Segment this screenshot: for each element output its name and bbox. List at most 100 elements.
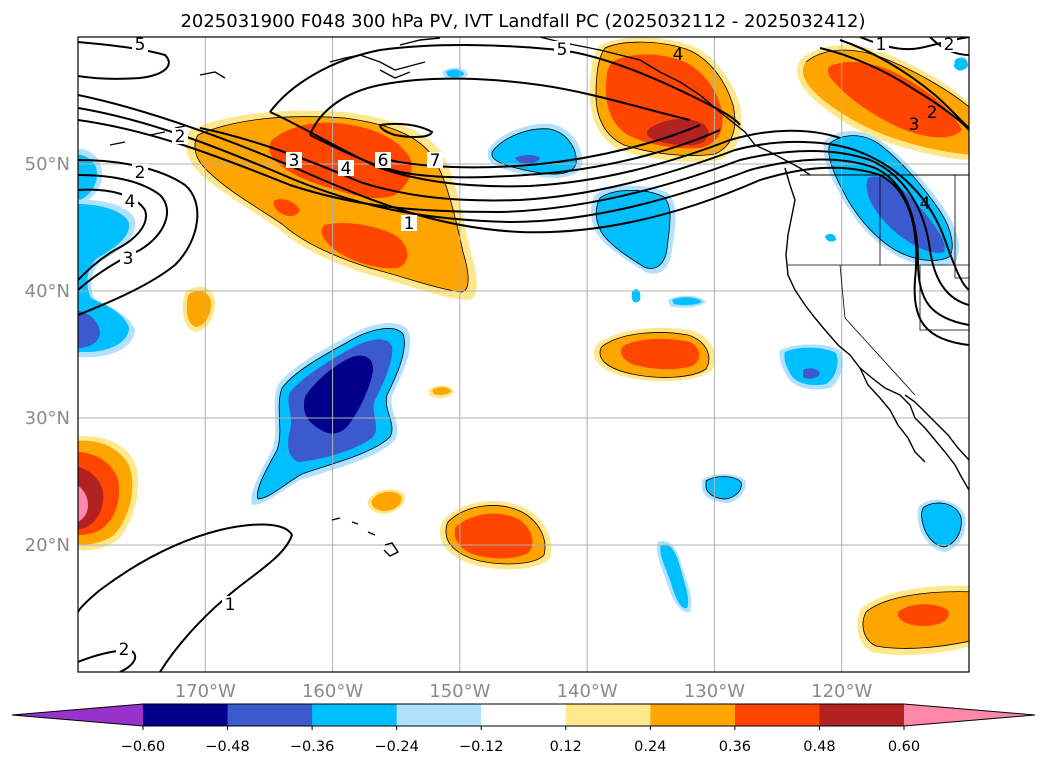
outline-135w	[599, 332, 710, 378]
pv-contour-5-top	[78, 41, 170, 80]
map-content: 5 2 2 3 4 6 7 1 4 3 5 4 4 2 3	[70, 35, 969, 672]
pv-contour-7	[379, 124, 701, 169]
neg-blob-139w	[660, 544, 689, 609]
outline-138w	[595, 190, 671, 269]
colorbar-tick-label: 0.60	[888, 739, 920, 755]
clabel-bg	[116, 641, 132, 657]
contour-label: 1	[876, 35, 887, 55]
coast-alaska	[199, 37, 811, 176]
outline-se-neg	[921, 502, 962, 548]
clabel-bg	[873, 37, 889, 52]
hawaii-islands	[331, 517, 400, 557]
colorbar-segment	[819, 704, 905, 726]
map-frame	[77, 36, 970, 673]
outline-ne-corner	[805, 49, 969, 108]
contour-label: 5	[135, 35, 146, 55]
colorbar-tick-label: −0.36	[290, 739, 334, 755]
contour-label: 4	[341, 159, 352, 179]
pos-blob-147w-inner	[454, 513, 533, 559]
gridlines	[78, 37, 969, 672]
contour-label: 3	[909, 115, 920, 135]
neg-blob-123w	[784, 347, 838, 386]
colorbar-segment	[396, 704, 482, 726]
clabel-bg	[941, 37, 957, 52]
clabel-bg	[286, 152, 302, 168]
pv-contour-loop-inner	[309, 77, 691, 136]
pos-blob-hawaii-inner	[371, 491, 402, 511]
contour-label: 4	[673, 45, 684, 65]
clabel-bg	[554, 41, 570, 57]
contour-label: 1	[225, 595, 236, 615]
neg-blob-west-45n-inner	[78, 310, 100, 348]
clabel-bg	[338, 160, 354, 176]
clabel-bg	[122, 193, 138, 209]
pv-contour-loop-north	[269, 44, 741, 126]
contour-label: 5	[557, 40, 568, 60]
pv-contour-2	[78, 107, 969, 326]
lon-tick-label: 170°W	[175, 681, 236, 702]
colorbar-tick-label: −0.48	[205, 739, 249, 755]
colorbar-extend-high	[904, 704, 1035, 726]
clabel-bg	[172, 128, 188, 144]
contour-label: 4	[920, 194, 931, 214]
neg-blob-pnw-inner	[866, 176, 945, 253]
contour-label: 3	[123, 249, 134, 269]
longitude-labels: 170°W 160°W 150°W 140°W 130°W 120°W	[175, 681, 873, 702]
colorbar-tick-label: 0.12	[550, 739, 582, 755]
lat-tick-label: 30°N	[25, 408, 70, 429]
contour-labels: 5 2 2 3 4 6 7 1 4 3 5 4 4 2 3	[116, 35, 957, 660]
positive-anomalies	[78, 37, 969, 656]
contour-label: 7	[430, 151, 441, 171]
clabel-bg	[375, 152, 391, 168]
pos-blob-tiny-inner	[432, 387, 451, 395]
colorbar-tick-label: 0.36	[719, 739, 751, 755]
coast-baja	[859, 367, 926, 463]
colorbar-tick-label: 0.24	[634, 739, 666, 755]
colorbar-segment	[734, 704, 820, 726]
pv-contour-west-3	[78, 174, 169, 291]
contour-label: 3	[289, 151, 300, 171]
pv-contour-ne-2	[819, 47, 969, 131]
lat-tick-label: 50°N	[25, 154, 70, 175]
pv-contour-south-1	[78, 523, 294, 672]
coast-gulf-california	[904, 394, 969, 461]
lon-tick-label: 140°W	[557, 681, 618, 702]
colorbar-segment	[650, 704, 736, 726]
clabel-bg	[222, 596, 238, 612]
lon-tick-label: 130°W	[684, 681, 745, 702]
aleutian-islands	[109, 125, 186, 146]
neg-blob-se	[921, 502, 962, 547]
pv-contour-4	[199, 127, 969, 291]
clabel-bg	[132, 37, 148, 52]
pv-contour-3	[78, 119, 969, 306]
neg-blob-small-6	[70, 577, 77, 592]
colorbar-segment	[143, 704, 229, 726]
pos-blob-central-pacific-inner3	[273, 199, 300, 216]
contour-label: 2	[927, 103, 938, 123]
outline-se-corner	[862, 591, 969, 649]
pv-contour-1-north	[78, 94, 969, 346]
clabel-bg	[132, 164, 148, 180]
lon-tick-label: 120°W	[811, 681, 872, 702]
lon-tick-label: 150°W	[429, 681, 490, 702]
neg-blob-small-2-inner	[672, 297, 702, 306]
pv-contour-6	[309, 129, 721, 179]
neg-blob-123w-inner	[803, 368, 820, 379]
outline-160w	[257, 328, 405, 500]
colorbar-tick-label: −0.24	[374, 739, 418, 755]
neg-blob-west-45n	[78, 203, 130, 352]
pos-blob-west-edge-max	[78, 485, 88, 522]
colorbar: −0.60 −0.48 −0.36 −0.24 −0.12 0.12 0.24 0.36 0.4…	[11, 703, 1036, 755]
colorbar-extend-low	[12, 704, 143, 726]
pv-contour-ne-3	[839, 39, 969, 129]
outline-147w	[445, 505, 546, 565]
coastlines	[109, 37, 969, 557]
colorbar-segment	[565, 704, 651, 726]
contour-label: 4	[125, 192, 136, 212]
colorbar-segment	[227, 704, 313, 726]
pos-blob-se-corner-inner	[897, 604, 949, 626]
chart-title: 2025031900 F048 300 hPa PV, IVT Landfall…	[180, 11, 865, 32]
pos-blob-ne-corner-inner	[827, 62, 962, 138]
clabel-bg	[427, 152, 443, 168]
